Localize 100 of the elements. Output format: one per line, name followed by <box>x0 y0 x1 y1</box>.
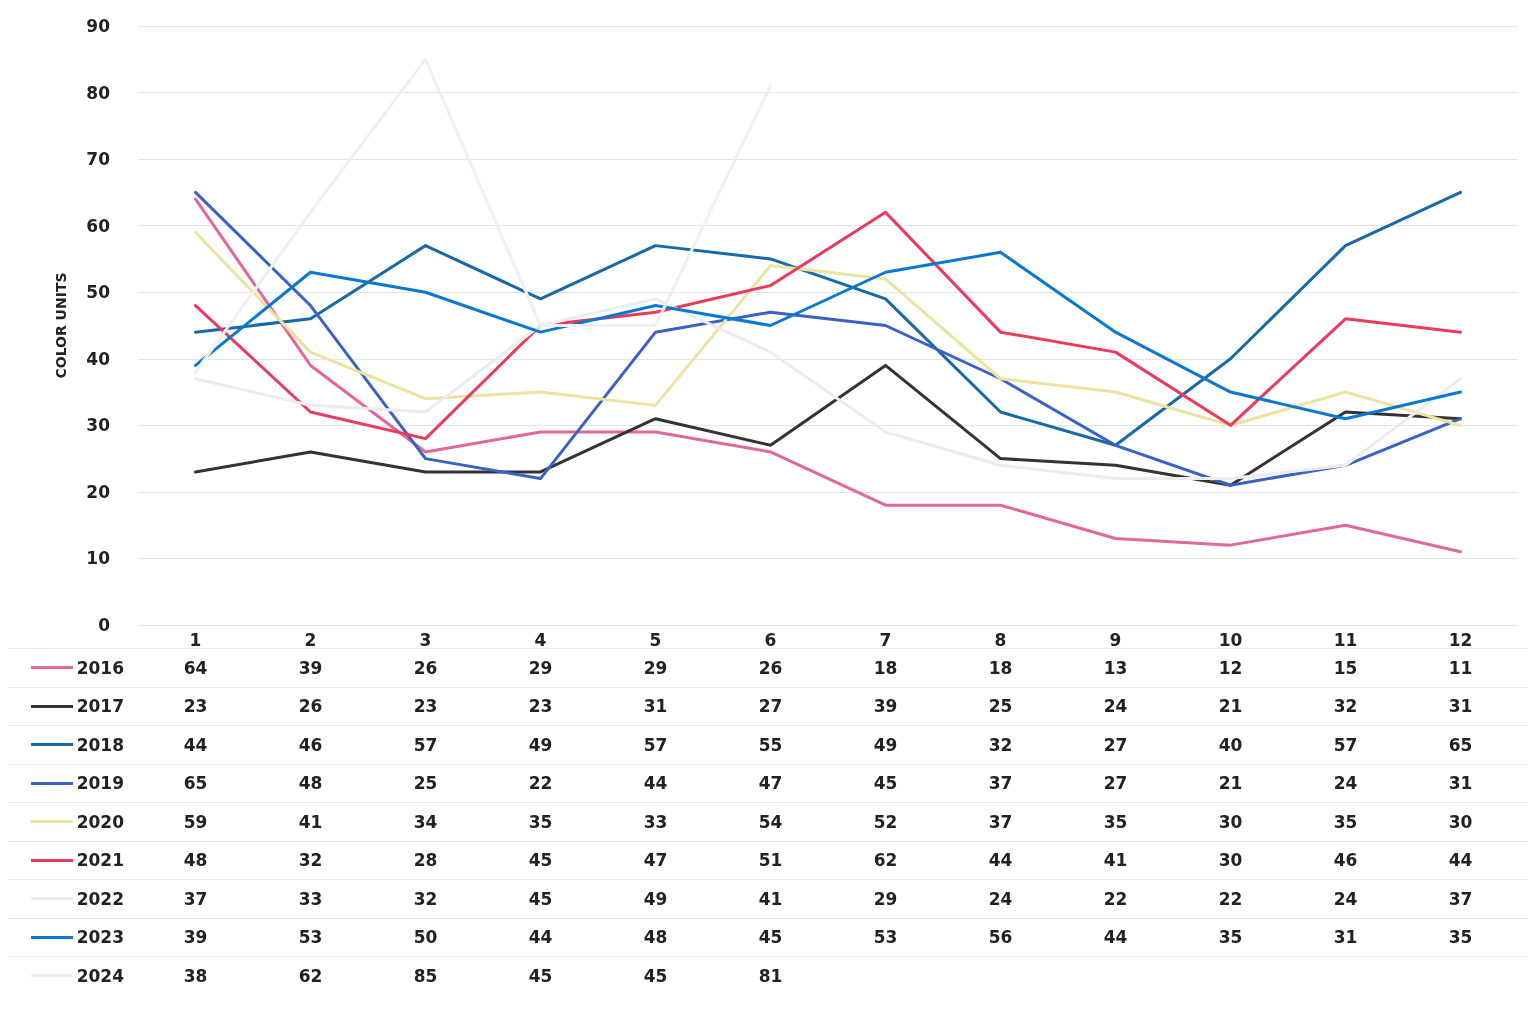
data-label: 39 <box>182 927 209 948</box>
data-label: 25 <box>412 773 439 794</box>
data-label: 54 <box>757 811 784 832</box>
data-label: 32 <box>987 734 1014 755</box>
data-label: 23 <box>182 696 209 717</box>
data-label: 29 <box>642 657 669 678</box>
data-label: 24 <box>1332 773 1359 794</box>
data-label: 45 <box>872 773 899 794</box>
data-label: 45 <box>527 850 554 871</box>
line-series <box>194 363 1462 487</box>
data-label: 13 <box>1102 657 1129 678</box>
data-label: 35 <box>1102 811 1129 832</box>
data-label: 47 <box>757 773 784 794</box>
legend-label: 2016 <box>76 657 124 678</box>
data-label: 44 <box>1102 927 1129 948</box>
legend-label: 2022 <box>76 888 124 909</box>
y-tick-label: 10 <box>86 548 111 569</box>
x-tick-label: 1 <box>189 629 202 650</box>
data-label: 64 <box>182 657 209 678</box>
data-label: 81 <box>757 965 784 986</box>
data-label: 32 <box>412 888 439 909</box>
data-label: 30 <box>1447 811 1474 832</box>
data-label: 29 <box>872 888 899 909</box>
x-tick-label: 12 <box>1448 629 1473 650</box>
x-tick-label: 2 <box>304 629 317 650</box>
data-label: 27 <box>757 696 784 717</box>
data-label: 27 <box>1102 734 1129 755</box>
data-label: 37 <box>987 773 1014 794</box>
data-label: 41 <box>297 811 324 832</box>
y-tick-label: 20 <box>86 481 111 502</box>
data-label: 65 <box>1447 734 1474 755</box>
data-label: 62 <box>872 850 899 871</box>
y-tick-label: 80 <box>86 82 111 103</box>
data-label: 24 <box>1332 888 1359 909</box>
data-label: 18 <box>872 657 899 678</box>
y-tick-label: 50 <box>86 282 111 303</box>
data-label: 53 <box>872 927 899 948</box>
data-label: 37 <box>1447 888 1474 909</box>
data-label: 32 <box>1332 696 1359 717</box>
data-label: 15 <box>1332 657 1359 678</box>
data-label: 24 <box>987 888 1014 909</box>
data-label: 37 <box>182 888 209 909</box>
x-tick-label: 3 <box>419 629 432 650</box>
y-tick-label: 30 <box>86 415 111 436</box>
data-label: 35 <box>1217 927 1244 948</box>
x-tick-label: 8 <box>994 629 1007 650</box>
data-label: 46 <box>297 734 324 755</box>
data-label: 62 <box>297 965 324 986</box>
data-label: 31 <box>642 696 669 717</box>
y-tick-label: 90 <box>86 16 111 36</box>
data-label: 44 <box>182 734 209 755</box>
data-label: 45 <box>527 965 554 986</box>
data-label: 28 <box>412 850 439 871</box>
data-label: 27 <box>1102 773 1129 794</box>
data-label: 44 <box>987 850 1014 871</box>
y-tick-label: 60 <box>86 215 111 236</box>
data-label: 49 <box>642 888 669 909</box>
data-label: 39 <box>872 696 899 717</box>
data-label: 33 <box>642 811 669 832</box>
data-label: 22 <box>1217 888 1244 909</box>
data-label: 22 <box>527 773 554 794</box>
data-label: 12 <box>1217 657 1244 678</box>
data-label: 56 <box>987 927 1014 948</box>
data-label: 30 <box>1217 811 1244 832</box>
data-label: 31 <box>1447 696 1474 717</box>
x-tick-label: 5 <box>649 629 662 650</box>
data-label: 18 <box>987 657 1014 678</box>
data-label: 57 <box>1332 734 1359 755</box>
legend-label: 2020 <box>76 811 124 832</box>
y-axis-title: COLOR UNITS <box>53 272 69 379</box>
data-label: 35 <box>527 811 554 832</box>
data-label: 48 <box>642 927 669 948</box>
data-label: 85 <box>412 965 439 986</box>
y-tick-label: 0 <box>98 615 111 635</box>
data-label: 24 <box>1102 696 1129 717</box>
legend-label: 2024 <box>76 965 124 986</box>
data-label: 52 <box>872 811 899 832</box>
legend-label: 2018 <box>76 734 124 755</box>
data-label: 22 <box>1102 888 1129 909</box>
data-label: 35 <box>1332 811 1359 832</box>
data-label: 53 <box>297 927 324 948</box>
line-series <box>194 197 1462 554</box>
data-label: 21 <box>1217 773 1244 794</box>
data-label: 21 <box>1217 696 1244 717</box>
data-label: 31 <box>1332 927 1359 948</box>
data-label: 32 <box>297 850 324 871</box>
data-label: 45 <box>757 927 784 948</box>
data-label: 51 <box>757 850 784 871</box>
data-label: 48 <box>297 773 324 794</box>
data-label: 26 <box>297 696 324 717</box>
data-label: 44 <box>642 773 669 794</box>
data-label: 26 <box>412 657 439 678</box>
data-label: 57 <box>412 734 439 755</box>
data-label: 48 <box>182 850 209 871</box>
x-tick-label: 7 <box>879 629 892 650</box>
data-label: 49 <box>527 734 554 755</box>
data-label: 55 <box>757 734 784 755</box>
data-label: 41 <box>1102 850 1129 871</box>
data-label: 57 <box>642 734 669 755</box>
legend-label: 2023 <box>76 927 124 948</box>
